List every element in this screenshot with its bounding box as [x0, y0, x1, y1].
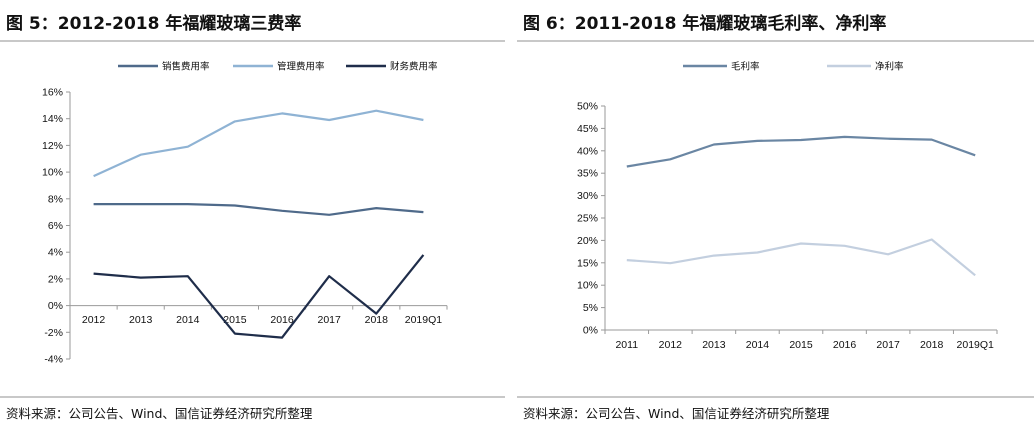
figure-6-title: 图 6：2011-2018 年福耀玻璃毛利率、净利率 [523, 14, 887, 34]
x-tick-label: 2015 [789, 339, 813, 351]
legend-label-2: 管理费用率 [277, 61, 325, 73]
figure-6-source-bar: 资料来源：公司公告、Wind、国信证券经济研究所整理 [517, 396, 1034, 425]
series-line-2 [626, 238, 976, 277]
y-tick-label: -2% [44, 327, 63, 339]
x-tick-label: 2018 [365, 314, 389, 326]
x-tick-label: 2018 [920, 339, 944, 351]
y-tick-label: 10% [577, 280, 598, 292]
y-tick-label: 14% [42, 113, 63, 125]
y-tick-label: 25% [577, 213, 598, 225]
y-tick-label: 30% [577, 190, 598, 202]
y-tick-label: 40% [577, 145, 598, 157]
y-tick-label: 5% [583, 302, 598, 314]
x-tick-label: 2017 [876, 339, 900, 351]
figure-6-chart: 0% 5% 10% 15% 20% 25% 30% 35% 40% 45% 50% 2011 2012 2… [577, 61, 998, 351]
y-tick-label: 0% [48, 300, 63, 312]
x-tick-label: 2012 [659, 339, 683, 351]
legend-label-1: 销售费用率 [162, 61, 210, 73]
x-tick-label: 2013 [129, 314, 153, 326]
series-line-2 [93, 109, 424, 178]
x-tick-label: 2013 [702, 339, 726, 351]
y-tick-label: 0% [583, 325, 598, 337]
y-tick-label: 35% [577, 168, 598, 180]
y-tick-label: 16% [42, 87, 63, 99]
figure-5-title-bar: 图 5：2012-2018 年福耀玻璃三费率 [0, 0, 505, 42]
y-tick-label: 4% [48, 247, 63, 259]
figure-5-panel: 图 5：2012-2018 年福耀玻璃三费率 -4% -2% 0% 2% 4% 6% 8% 1… [0, 0, 505, 423]
figure-6-panel: 图 6：2011-2018 年福耀玻璃毛利率、净利率 0% 5% 10% 15% 20%… [517, 0, 1034, 423]
y-tick-label: 12% [42, 140, 63, 152]
y-tick-label: 6% [48, 220, 63, 232]
figure-5-chart: -4% -2% 0% 2% 4% 6% 8% 10% 12% 14% 16% 2012 2013 2014… [42, 61, 448, 366]
series-line-1 [626, 135, 976, 168]
y-tick-label: 20% [577, 235, 598, 247]
y-tick-label: 50% [577, 101, 598, 113]
figure-6-title-bar: 图 6：2011-2018 年福耀玻璃毛利率、净利率 [517, 0, 1034, 42]
x-tick-label: 2019Q1 [957, 339, 995, 351]
y-tick-label: 2% [48, 273, 63, 285]
legend-label-1: 毛利率 [731, 61, 760, 73]
legend-label-2: 净利率 [875, 61, 904, 73]
x-tick-label: 2014 [176, 314, 200, 326]
x-tick-label: 2014 [746, 339, 770, 351]
series-line-1 [93, 203, 424, 216]
figure-5-source-bar: 资料来源：公司公告、Wind、国信证券经济研究所整理 [0, 396, 505, 425]
y-tick-label: 45% [577, 123, 598, 135]
series-line-3 [93, 254, 425, 339]
x-tick-label: 2011 [615, 339, 638, 351]
figure-5-title: 图 5：2012-2018 年福耀玻璃三费率 [6, 14, 302, 34]
y-tick-label: 15% [577, 257, 598, 269]
x-tick-label: 2019Q1 [405, 314, 443, 326]
x-tick-label: 2015 [223, 314, 247, 326]
y-tick-label: -4% [44, 354, 63, 366]
y-tick-label: 8% [48, 193, 63, 205]
x-tick-label: 2012 [82, 314, 106, 326]
y-tick-label: 10% [42, 167, 63, 179]
x-tick-label: 2017 [318, 314, 342, 326]
figure-6-source: 资料来源：公司公告、Wind、国信证券经济研究所整理 [523, 406, 830, 421]
x-tick-label: 2016 [270, 314, 294, 326]
figure-5-source: 资料来源：公司公告、Wind、国信证券经济研究所整理 [6, 406, 313, 421]
legend-label-3: 财务费用率 [390, 61, 438, 73]
x-tick-label: 2016 [833, 339, 857, 351]
